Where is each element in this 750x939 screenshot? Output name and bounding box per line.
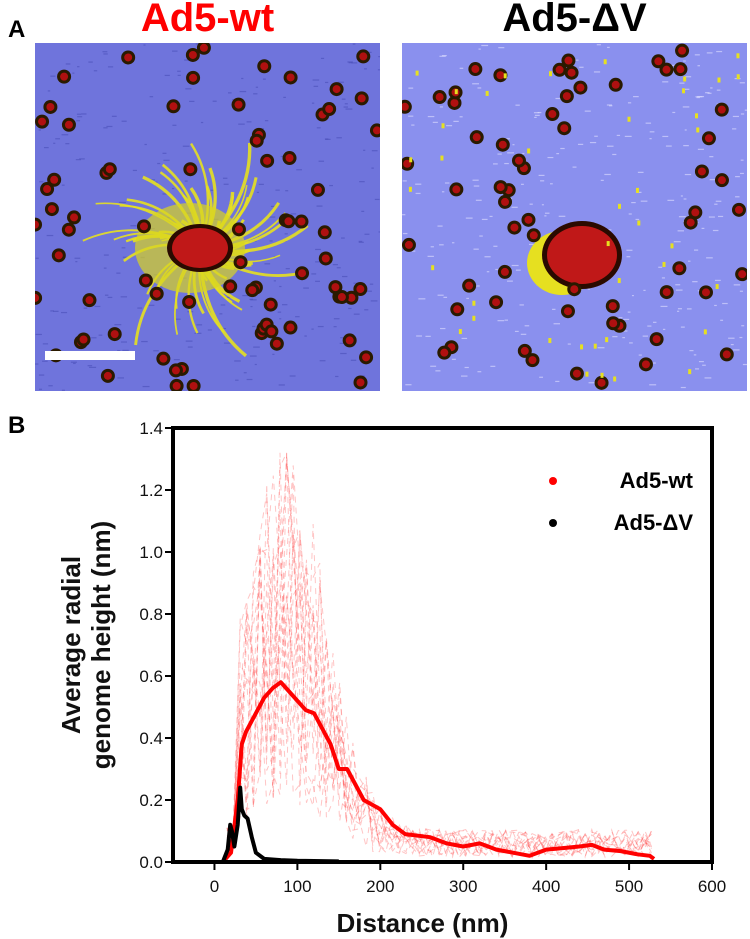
y-tick-label: 0.8 xyxy=(139,605,163,624)
individual-trace xyxy=(226,459,652,858)
individual-trace xyxy=(226,452,652,858)
debris xyxy=(695,113,699,119)
series-line-ad5-dv xyxy=(220,785,339,864)
debris xyxy=(688,369,692,375)
individual-trace xyxy=(226,475,652,859)
y-tick-label: 0.6 xyxy=(139,667,163,686)
x-tick-label: 100 xyxy=(283,877,311,896)
debris xyxy=(682,88,686,94)
debris xyxy=(485,90,489,96)
debris xyxy=(670,243,674,249)
debris xyxy=(606,241,610,247)
individual-trace xyxy=(226,452,652,859)
x-tick-label: 500 xyxy=(615,877,643,896)
y-axis-label: genome height (nm) xyxy=(86,521,116,769)
debris xyxy=(736,53,740,59)
debris xyxy=(703,329,707,335)
debris xyxy=(715,284,719,290)
panel-b-label: B xyxy=(8,412,26,439)
individual-trace xyxy=(226,533,652,858)
afm-image-ad5-wt xyxy=(35,43,380,391)
legend-label: Ad5-ΔV xyxy=(614,510,694,535)
debris xyxy=(683,76,687,82)
individual-trace xyxy=(226,465,652,859)
debris xyxy=(503,73,507,79)
legend-marker xyxy=(549,519,557,527)
debris xyxy=(585,371,589,377)
dv-image-title: Ad5-ΔV xyxy=(502,0,647,40)
debris xyxy=(603,59,607,65)
debris xyxy=(717,77,721,83)
legend-marker xyxy=(549,477,557,485)
debris xyxy=(580,344,584,350)
y-tick-label: 1.2 xyxy=(139,481,163,500)
debris xyxy=(472,300,476,306)
debris xyxy=(600,372,604,378)
legend-label: Ad5-wt xyxy=(620,468,694,493)
debris xyxy=(409,157,413,163)
x-tick-label: 400 xyxy=(532,877,560,896)
debris xyxy=(635,187,639,193)
y-tick-label: 0.2 xyxy=(139,791,163,810)
debris xyxy=(431,265,435,271)
debris xyxy=(415,70,419,76)
individual-trace xyxy=(226,483,652,859)
individual-trace xyxy=(226,452,652,858)
series-line-ad5-wt xyxy=(221,680,656,864)
debris xyxy=(549,71,553,77)
debris xyxy=(637,220,641,226)
debris xyxy=(454,89,458,95)
debris xyxy=(617,203,621,209)
x-axis-label: Distance (nm) xyxy=(337,908,509,938)
debris xyxy=(440,155,444,161)
panel-a-label: A xyxy=(8,16,26,43)
debris xyxy=(613,376,617,382)
scale-bar xyxy=(45,351,135,360)
virus-core-fill xyxy=(547,226,617,284)
debris xyxy=(408,186,412,192)
individual-trace xyxy=(226,534,652,859)
debris xyxy=(593,343,597,349)
debris xyxy=(627,116,631,122)
x-tick-label: 300 xyxy=(449,877,477,896)
y-tick-label: 0.0 xyxy=(139,853,163,872)
y-tick-label: 1.4 xyxy=(139,419,163,438)
individual-trace xyxy=(226,508,652,859)
debris xyxy=(605,337,609,343)
debris xyxy=(441,123,445,129)
y-tick-label: 1.0 xyxy=(139,543,163,562)
individual-trace xyxy=(226,456,652,860)
debris xyxy=(458,329,462,335)
y-tick-label: 0.4 xyxy=(139,729,163,748)
debris xyxy=(696,127,700,133)
individual-trace xyxy=(226,493,652,858)
x-tick-label: 200 xyxy=(366,877,394,896)
x-tick-label: 600 xyxy=(698,877,726,896)
debris xyxy=(662,261,666,267)
y-axis-label: Average radial xyxy=(56,556,86,734)
debris xyxy=(736,74,740,80)
individual-trace xyxy=(226,581,652,858)
wt-image-title: Ad5-wt xyxy=(140,0,275,40)
debris xyxy=(548,338,552,344)
plot-frame xyxy=(171,426,714,864)
x-tick-label: 0 xyxy=(210,877,219,896)
virus-core-fill xyxy=(172,228,228,268)
radial-height-chart: 0 100 200 300 400 500 600 0.0 0.2 0.4 0.6 0.8 1.0 1.2… xyxy=(56,419,726,938)
afm-image-ad5-dv xyxy=(402,43,747,391)
debris xyxy=(472,315,476,321)
debris xyxy=(617,278,621,284)
debris xyxy=(527,148,531,154)
